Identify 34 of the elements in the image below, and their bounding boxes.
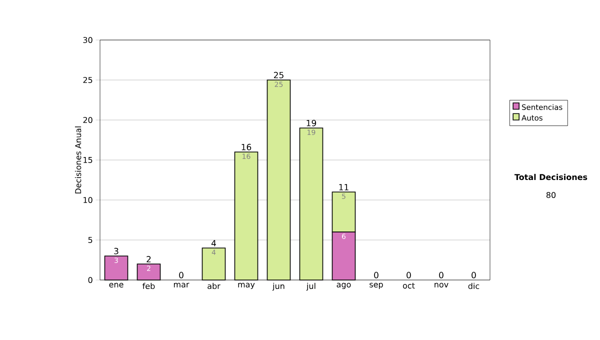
y-tick-label: 25	[83, 76, 92, 84]
total-label: 0	[406, 272, 411, 278]
x-tick-label: jul	[306, 282, 316, 291]
total-label: 16	[242, 144, 252, 150]
y-tick-label: 10	[84, 196, 92, 204]
y-axis-title: Decisiones Anual	[74, 126, 82, 194]
text: Total Decisiones	[514, 174, 588, 180]
y-tick-label: 30	[83, 36, 92, 44]
x-tick-label: jun	[272, 282, 284, 291]
y-tick-label: 20	[83, 116, 92, 124]
y-tick-label: 0	[88, 276, 92, 284]
total-label: 25	[274, 72, 284, 78]
x-tick-label: ene	[109, 282, 124, 288]
y-tick-label: 5	[88, 237, 92, 243]
x-tick-label: ago	[336, 282, 351, 289]
total-label: 4	[211, 240, 216, 246]
x-tick-label: abr	[208, 282, 220, 290]
text: 80	[546, 192, 556, 198]
x-tick-label: oct	[402, 282, 415, 289]
x-tick-label: feb	[142, 282, 155, 290]
total-label: 0	[179, 272, 184, 278]
total-label: 0	[472, 272, 476, 278]
total-label: 0	[439, 272, 444, 278]
total-label: 3	[114, 248, 118, 254]
x-tick-label: nov	[434, 282, 448, 288]
x-tick-label: mar	[174, 282, 190, 288]
total-label: 19	[306, 120, 316, 126]
y-tick-label: 15	[84, 157, 92, 163]
x-tick-label: may	[238, 282, 255, 289]
x-tick-label: dic	[468, 282, 480, 290]
total-label: 0	[374, 272, 378, 278]
x-tick-label: sep	[370, 282, 383, 289]
total-label: 2	[146, 256, 151, 262]
total-label: 11	[339, 184, 348, 190]
